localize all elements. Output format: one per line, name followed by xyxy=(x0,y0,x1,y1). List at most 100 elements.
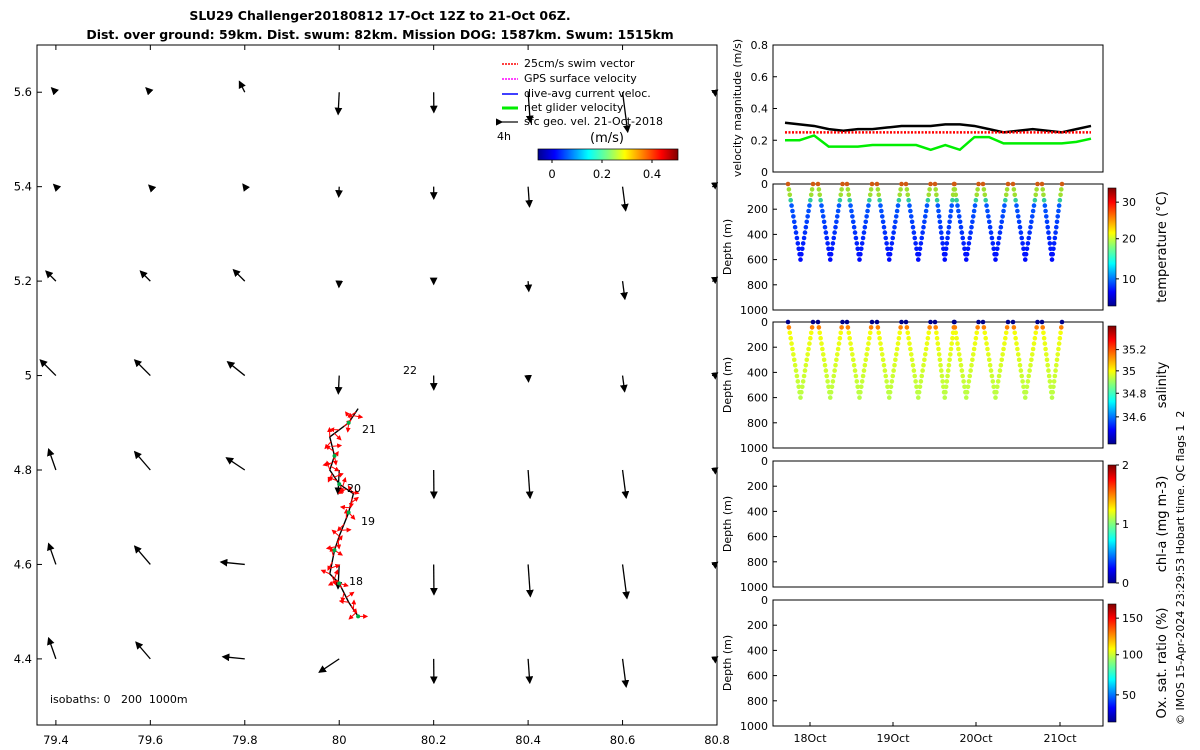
profile-sample xyxy=(808,335,813,341)
profile-sample xyxy=(806,208,811,214)
swim-vector xyxy=(329,546,335,557)
profile-sample xyxy=(994,389,999,395)
profile-sample xyxy=(788,335,793,341)
profile-sample xyxy=(917,246,923,252)
profile-sample xyxy=(835,208,841,214)
profile-sample xyxy=(832,230,837,235)
depth-frame-0 xyxy=(772,183,1104,311)
profile-sample xyxy=(883,235,889,241)
velocity-panel: 0 0.2 0.4 0.6 0.8 velocity magnitude (m/s) xyxy=(731,39,1104,179)
profile-sample xyxy=(906,335,911,341)
geo-arrow xyxy=(621,469,630,500)
profile-sample xyxy=(1059,181,1065,187)
profile-sample xyxy=(943,384,949,390)
profile-sample xyxy=(852,230,858,235)
surfacing-point xyxy=(337,581,342,586)
profile-sample xyxy=(980,181,986,187)
profile-sample xyxy=(1000,214,1005,219)
profile-sample xyxy=(982,192,988,198)
profile-sample xyxy=(829,246,835,252)
swim-vector xyxy=(336,539,342,550)
profile-sample xyxy=(882,368,888,373)
profile-sample xyxy=(867,335,872,341)
day-label-18: 18 xyxy=(349,575,363,588)
profile-sample xyxy=(985,208,990,214)
profile-sample xyxy=(810,181,816,187)
profile-sample xyxy=(844,181,850,187)
profile-sample xyxy=(924,341,930,346)
depth-colorbar-1 xyxy=(1107,325,1117,445)
profile-sample xyxy=(916,389,922,395)
profile-sample xyxy=(954,335,959,341)
geo-arrow xyxy=(525,186,533,208)
profile-sample xyxy=(944,241,950,246)
swim-vector xyxy=(336,523,345,532)
profile-sample xyxy=(1010,319,1016,325)
map-xlabel-4: 80.2 xyxy=(421,733,447,747)
profile-sample xyxy=(795,241,801,246)
profile-sample xyxy=(834,214,840,219)
profile-sample xyxy=(889,379,895,384)
profile-sample xyxy=(845,325,851,330)
map-frame xyxy=(36,44,718,726)
profile-sample xyxy=(787,330,793,336)
profile-sample xyxy=(862,224,868,230)
profile-sample xyxy=(914,246,919,252)
profile-sample xyxy=(824,373,830,379)
profile-sample xyxy=(816,325,822,330)
profile-sample xyxy=(959,230,965,235)
profile-sample xyxy=(1015,214,1021,219)
profile-sample xyxy=(1039,319,1045,325)
profile-sample xyxy=(1030,208,1036,214)
profile-sample xyxy=(1020,241,1025,246)
depth-ticklabel: 600 xyxy=(747,670,768,683)
profile-sample xyxy=(1004,325,1010,330)
profile-sample xyxy=(1059,319,1065,325)
profile-sample xyxy=(792,362,798,368)
geo-arrow xyxy=(225,457,246,471)
profile-sample xyxy=(950,335,955,341)
profile-sample xyxy=(791,357,797,363)
profile-sample xyxy=(939,373,945,379)
profile-sample xyxy=(1019,373,1025,379)
depth-ticklabel: 400 xyxy=(747,505,768,518)
profile-sample xyxy=(830,379,836,384)
profile-sample xyxy=(942,257,948,262)
depth-ticklabel: 200 xyxy=(747,341,768,354)
profile-sample xyxy=(800,379,806,384)
profile-sample xyxy=(854,379,860,384)
profile-sample xyxy=(833,224,838,230)
profile-sample xyxy=(936,346,941,352)
profile-sample xyxy=(893,219,898,225)
profile-sample xyxy=(971,346,977,352)
swim-vector xyxy=(350,496,359,504)
cbar-ticklabel: 0 xyxy=(1122,577,1129,590)
profile-sample xyxy=(1011,187,1017,192)
geo-arrow xyxy=(525,92,534,124)
cbar-label-02: 0.2 xyxy=(593,167,611,181)
profile-sample xyxy=(1024,246,1030,252)
profile-sample xyxy=(1056,208,1061,214)
profile-sample xyxy=(907,341,912,346)
profile-sample xyxy=(970,357,975,363)
profile-sample xyxy=(890,235,896,241)
profile-sample xyxy=(1034,325,1039,330)
profile-sample xyxy=(940,379,945,384)
profile-sample xyxy=(867,192,873,198)
profile-sample xyxy=(880,219,886,225)
geo-arrow xyxy=(47,636,57,660)
depth-ticklabel: 400 xyxy=(747,366,768,379)
profile-sample xyxy=(970,352,976,357)
profile-sample xyxy=(833,362,838,368)
profile-sample xyxy=(1003,335,1008,341)
profile-sample xyxy=(1014,341,1019,346)
profile-sample xyxy=(924,203,930,208)
profile-sample xyxy=(866,341,871,346)
imos-credit: © IMOS 15-Apr-2024 23:29:53 Hobart time.… xyxy=(1174,411,1187,725)
profile-sample xyxy=(853,235,859,241)
profile-sample xyxy=(982,330,988,336)
profile-sample xyxy=(819,203,824,208)
profile-sample xyxy=(1049,395,1055,400)
geo-arrow xyxy=(619,375,628,393)
profile-sample xyxy=(908,208,913,214)
